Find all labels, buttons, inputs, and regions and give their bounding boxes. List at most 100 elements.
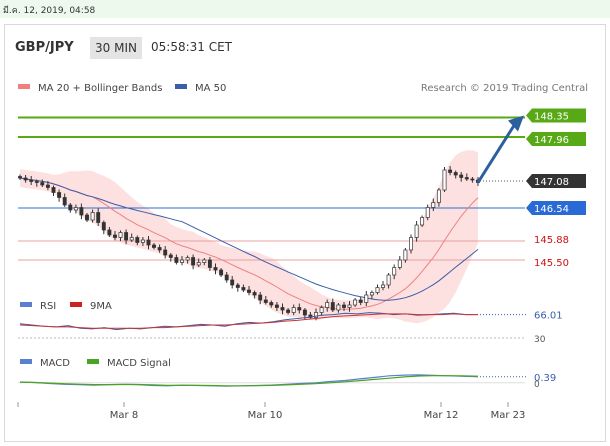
research-credit: Research © 2019 Trading Central bbox=[421, 83, 588, 94]
candle-body-20 bbox=[129, 237, 134, 241]
candle-body-28 bbox=[174, 257, 179, 263]
candle-body-18 bbox=[118, 232, 123, 238]
level-tag-3 bbox=[526, 201, 586, 215]
candle-body-1 bbox=[23, 177, 28, 181]
level-label-2: 147.08 bbox=[534, 177, 569, 188]
bollinger-band bbox=[20, 150, 478, 324]
x-tick-label-0: Mar 8 bbox=[110, 410, 138, 421]
chart-frame bbox=[4, 24, 606, 442]
candle-body-38 bbox=[230, 279, 235, 286]
candle-body-12 bbox=[85, 214, 89, 221]
ma50-line bbox=[19, 177, 479, 301]
candle-body-59 bbox=[347, 304, 352, 308]
rsi-series-line-1 bbox=[19, 313, 478, 329]
candle-body-75 bbox=[436, 189, 441, 203]
candle-body-73 bbox=[425, 207, 430, 218]
candle-body-48 bbox=[286, 309, 291, 313]
timeframe-badge[interactable]: 30 MIN bbox=[90, 37, 142, 59]
level-label-5: 145.50 bbox=[534, 258, 569, 269]
ma20-line bbox=[19, 177, 479, 310]
x-axis: Mar 8 Mar 10 Mar 12 Mar 23 bbox=[110, 402, 526, 421]
candle-body-71 bbox=[414, 224, 419, 238]
candle-body-3 bbox=[34, 181, 39, 183]
candle-body-26 bbox=[163, 249, 168, 256]
candle-body-29 bbox=[180, 259, 184, 263]
candle-body-46 bbox=[274, 304, 279, 308]
candle-body-24 bbox=[152, 244, 156, 248]
candle-body-56 bbox=[330, 302, 335, 311]
x-tick-label-2: Mar 12 bbox=[424, 410, 459, 421]
macd-series-line-1 bbox=[19, 375, 479, 387]
candle-body-25 bbox=[157, 247, 162, 251]
forecast-arrow-shaft bbox=[476, 124, 516, 184]
candle-body-60 bbox=[353, 299, 358, 306]
candle-body-64 bbox=[375, 287, 380, 293]
candle-body-80 bbox=[464, 177, 469, 180]
candle-body-62 bbox=[364, 294, 369, 303]
candle-body-15 bbox=[101, 222, 106, 231]
candle-body-43 bbox=[258, 294, 263, 301]
candle-body-7 bbox=[57, 192, 62, 198]
candle-body-61 bbox=[358, 299, 363, 303]
macd-signal-legend-label: MACD Signal bbox=[107, 358, 171, 369]
candle-body-68 bbox=[397, 259, 402, 268]
ma50-legend-label: MA 50 bbox=[195, 83, 226, 94]
candle-body-49 bbox=[291, 307, 296, 313]
candle-body-67 bbox=[392, 267, 397, 276]
chart-time: 05:58:31 CET bbox=[151, 40, 232, 54]
candle-body-10 bbox=[73, 207, 78, 211]
candle-body-78 bbox=[453, 172, 458, 176]
macd-ref-label-0: 0 bbox=[534, 380, 540, 390]
candle-body-33 bbox=[202, 259, 207, 263]
level-label-3: 146.54 bbox=[534, 204, 569, 215]
candle-body-57 bbox=[336, 304, 341, 311]
candle-body-16 bbox=[107, 229, 112, 236]
timestamp-text: มี.ค. 12, 2019, 04:58 bbox=[3, 6, 96, 16]
candle-body-58 bbox=[342, 304, 346, 308]
candle-body-21 bbox=[135, 237, 140, 243]
x-tick-label-3: Mar 23 bbox=[491, 410, 526, 421]
level-tag-2 bbox=[526, 174, 586, 188]
macd-legend-swatch bbox=[20, 359, 32, 364]
candle-body-47 bbox=[280, 307, 285, 311]
ma50-legend-swatch bbox=[175, 84, 187, 89]
candle-body-2 bbox=[29, 179, 34, 182]
macd-panel: 00.39 bbox=[18, 373, 556, 390]
candle-body-6 bbox=[51, 187, 56, 193]
candle-body-76 bbox=[442, 169, 447, 191]
candle-body-50 bbox=[297, 307, 302, 311]
candle-body-14 bbox=[96, 212, 101, 223]
candle-body-55 bbox=[325, 302, 330, 308]
rsi-ma-legend-label: 9MA bbox=[90, 301, 112, 312]
candle-body-77 bbox=[448, 169, 453, 173]
candle-body-79 bbox=[459, 174, 464, 178]
bollinger-legend-label: MA 20 + Bollinger Bands bbox=[38, 83, 162, 94]
candle-body-4 bbox=[40, 182, 45, 186]
candle-body-23 bbox=[146, 239, 151, 246]
level-label-0: 148.35 bbox=[534, 112, 569, 123]
macd-last-label: 0.39 bbox=[534, 373, 556, 384]
candle-body-17 bbox=[113, 234, 117, 238]
rsi-last-label: 66.01 bbox=[534, 311, 563, 322]
candle-body-37 bbox=[224, 274, 229, 281]
x-tick-label-1: Mar 10 bbox=[248, 410, 283, 421]
candle-body-74 bbox=[431, 202, 436, 208]
bollinger-legend-swatch bbox=[18, 84, 30, 89]
candle-body-40 bbox=[241, 287, 246, 291]
level-label-4: 145.88 bbox=[534, 235, 569, 246]
forecast-arrow-head bbox=[508, 115, 524, 132]
candle-body-11 bbox=[79, 207, 84, 216]
candle-body-13 bbox=[90, 212, 95, 221]
candle-body-32 bbox=[196, 262, 201, 266]
candle-body-36 bbox=[219, 269, 224, 276]
candle-body-34 bbox=[207, 259, 212, 268]
candle-body-9 bbox=[68, 204, 73, 211]
rsi-ma-legend-swatch bbox=[70, 302, 82, 307]
rsi-ref-label-0: 30 bbox=[534, 335, 546, 345]
candle-body-31 bbox=[191, 257, 196, 266]
level-tag-1 bbox=[526, 132, 586, 146]
candle-body-70 bbox=[409, 237, 413, 251]
price-panel: 148.35 147.96 147.08 146.54 145.88 145.50 bbox=[18, 108, 586, 324]
rsi-panel: 30 66.01 bbox=[18, 311, 563, 345]
